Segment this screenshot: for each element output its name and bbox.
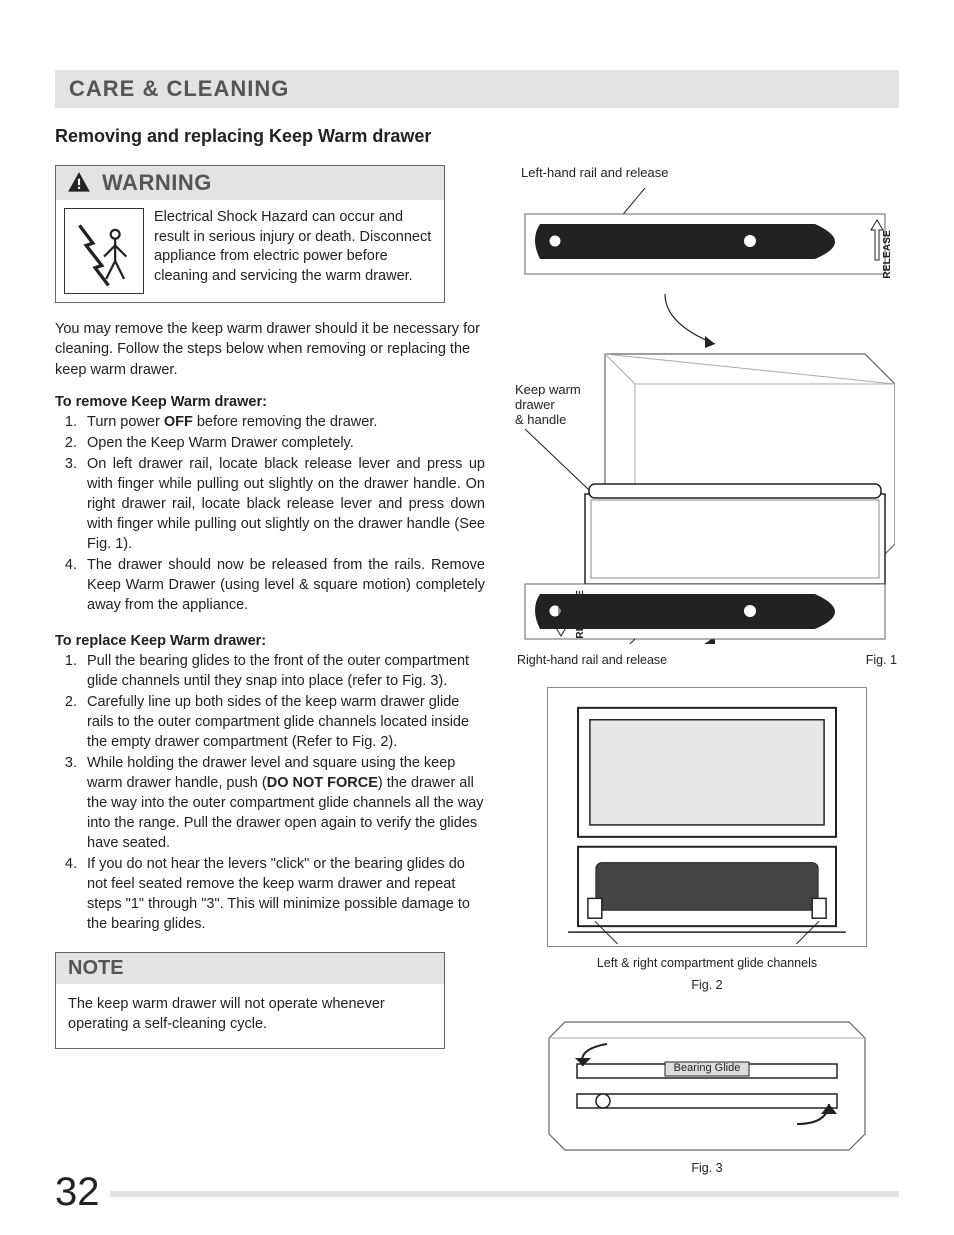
replace-step-1: Pull the bearing glides to the front of …	[81, 651, 485, 691]
columns: WARNING Electrical	[55, 165, 899, 1175]
drawer-label-line: & handle	[515, 412, 581, 427]
note-box: NOTE The keep warm drawer will not opera…	[55, 952, 445, 1050]
step-bold: DO NOT FORCE	[267, 775, 378, 791]
replace-steps: Pull the bearing glides to the front of …	[55, 651, 485, 934]
warning-title: WARNING	[102, 170, 212, 196]
fig2-number: Fig. 2	[515, 978, 899, 992]
warning-header: WARNING	[56, 166, 444, 200]
note-header: NOTE	[56, 953, 444, 984]
remove-step-4: The drawer should now be released from t…	[81, 555, 485, 615]
fig1-number: Fig. 1	[866, 653, 897, 667]
drawer-label-line: drawer	[515, 397, 581, 412]
fig1-top-label: Left-hand rail and release	[521, 165, 899, 180]
step-text: before removing the drawer.	[193, 414, 378, 430]
fig1-caption-row: Right-hand rail and release Fig. 1	[517, 653, 897, 667]
remove-steps: Turn power OFF before removing the drawe…	[55, 412, 485, 615]
note-body: The keep warm drawer will not operate wh…	[56, 984, 444, 1049]
footer-rule	[110, 1191, 899, 1197]
step-bold: OFF	[164, 414, 193, 430]
warning-box: WARNING Electrical	[55, 165, 445, 303]
remove-heading: To remove Keep Warm drawer:	[55, 394, 485, 410]
replace-step-2: Carefully line up both sides of the keep…	[81, 692, 485, 752]
fig1-bottom-left-label: Right-hand rail and release	[517, 653, 667, 667]
figure-3: Bearing Glide Fig. 3	[515, 1004, 899, 1175]
intro-paragraph: You may remove the keep warm drawer shou…	[55, 319, 485, 380]
release-label-bottom: RELEASE	[575, 590, 586, 639]
main-heading: CARE & CLEANING	[69, 76, 885, 102]
figure-2: Left & right compartment glide channels …	[515, 687, 899, 992]
subheading: Removing and replacing Keep Warm drawer	[55, 126, 899, 147]
warning-body: Electrical Shock Hazard can occur and re…	[56, 200, 444, 302]
release-label-top: RELEASE	[882, 230, 893, 279]
left-column: WARNING Electrical	[55, 165, 485, 1175]
right-column: Left-hand rail and release	[515, 165, 899, 1175]
fig3-number: Fig. 3	[515, 1161, 899, 1175]
remove-step-3: On left drawer rail, locate black releas…	[81, 454, 485, 554]
main-heading-bar: CARE & CLEANING	[55, 70, 899, 108]
remove-step-2: Open the Keep Warm Drawer completely.	[81, 433, 485, 453]
page: CARE & CLEANING Removing and replacing K…	[0, 0, 954, 1235]
shock-hazard-icon	[64, 208, 144, 294]
step-text: Turn power	[87, 414, 164, 430]
replace-step-3: While holding the drawer level and squar…	[81, 753, 485, 853]
glide-channels-diagram-icon	[547, 687, 867, 947]
replace-step-4: If you do not hear the levers "click" or…	[81, 854, 485, 934]
drawer-label: Keep warm drawer & handle	[515, 382, 581, 427]
fig3-inner-label: Bearing Glide	[515, 1062, 899, 1074]
bearing-glide-diagram-icon	[547, 1004, 867, 1154]
remove-step-1: Turn power OFF before removing the drawe…	[81, 412, 485, 432]
warning-text: Electrical Shock Hazard can occur and re…	[154, 208, 436, 294]
drawer-label-line: Keep warm	[515, 382, 581, 397]
replace-heading: To replace Keep Warm drawer:	[55, 633, 485, 649]
warning-triangle-icon	[66, 170, 92, 196]
note-title: NOTE	[68, 957, 124, 979]
fig2-caption: Left & right compartment glide channels	[515, 956, 899, 970]
page-number: 32	[55, 1170, 100, 1215]
figure-1: RELEASE RELEASE Keep warm drawer & handl…	[515, 184, 899, 649]
